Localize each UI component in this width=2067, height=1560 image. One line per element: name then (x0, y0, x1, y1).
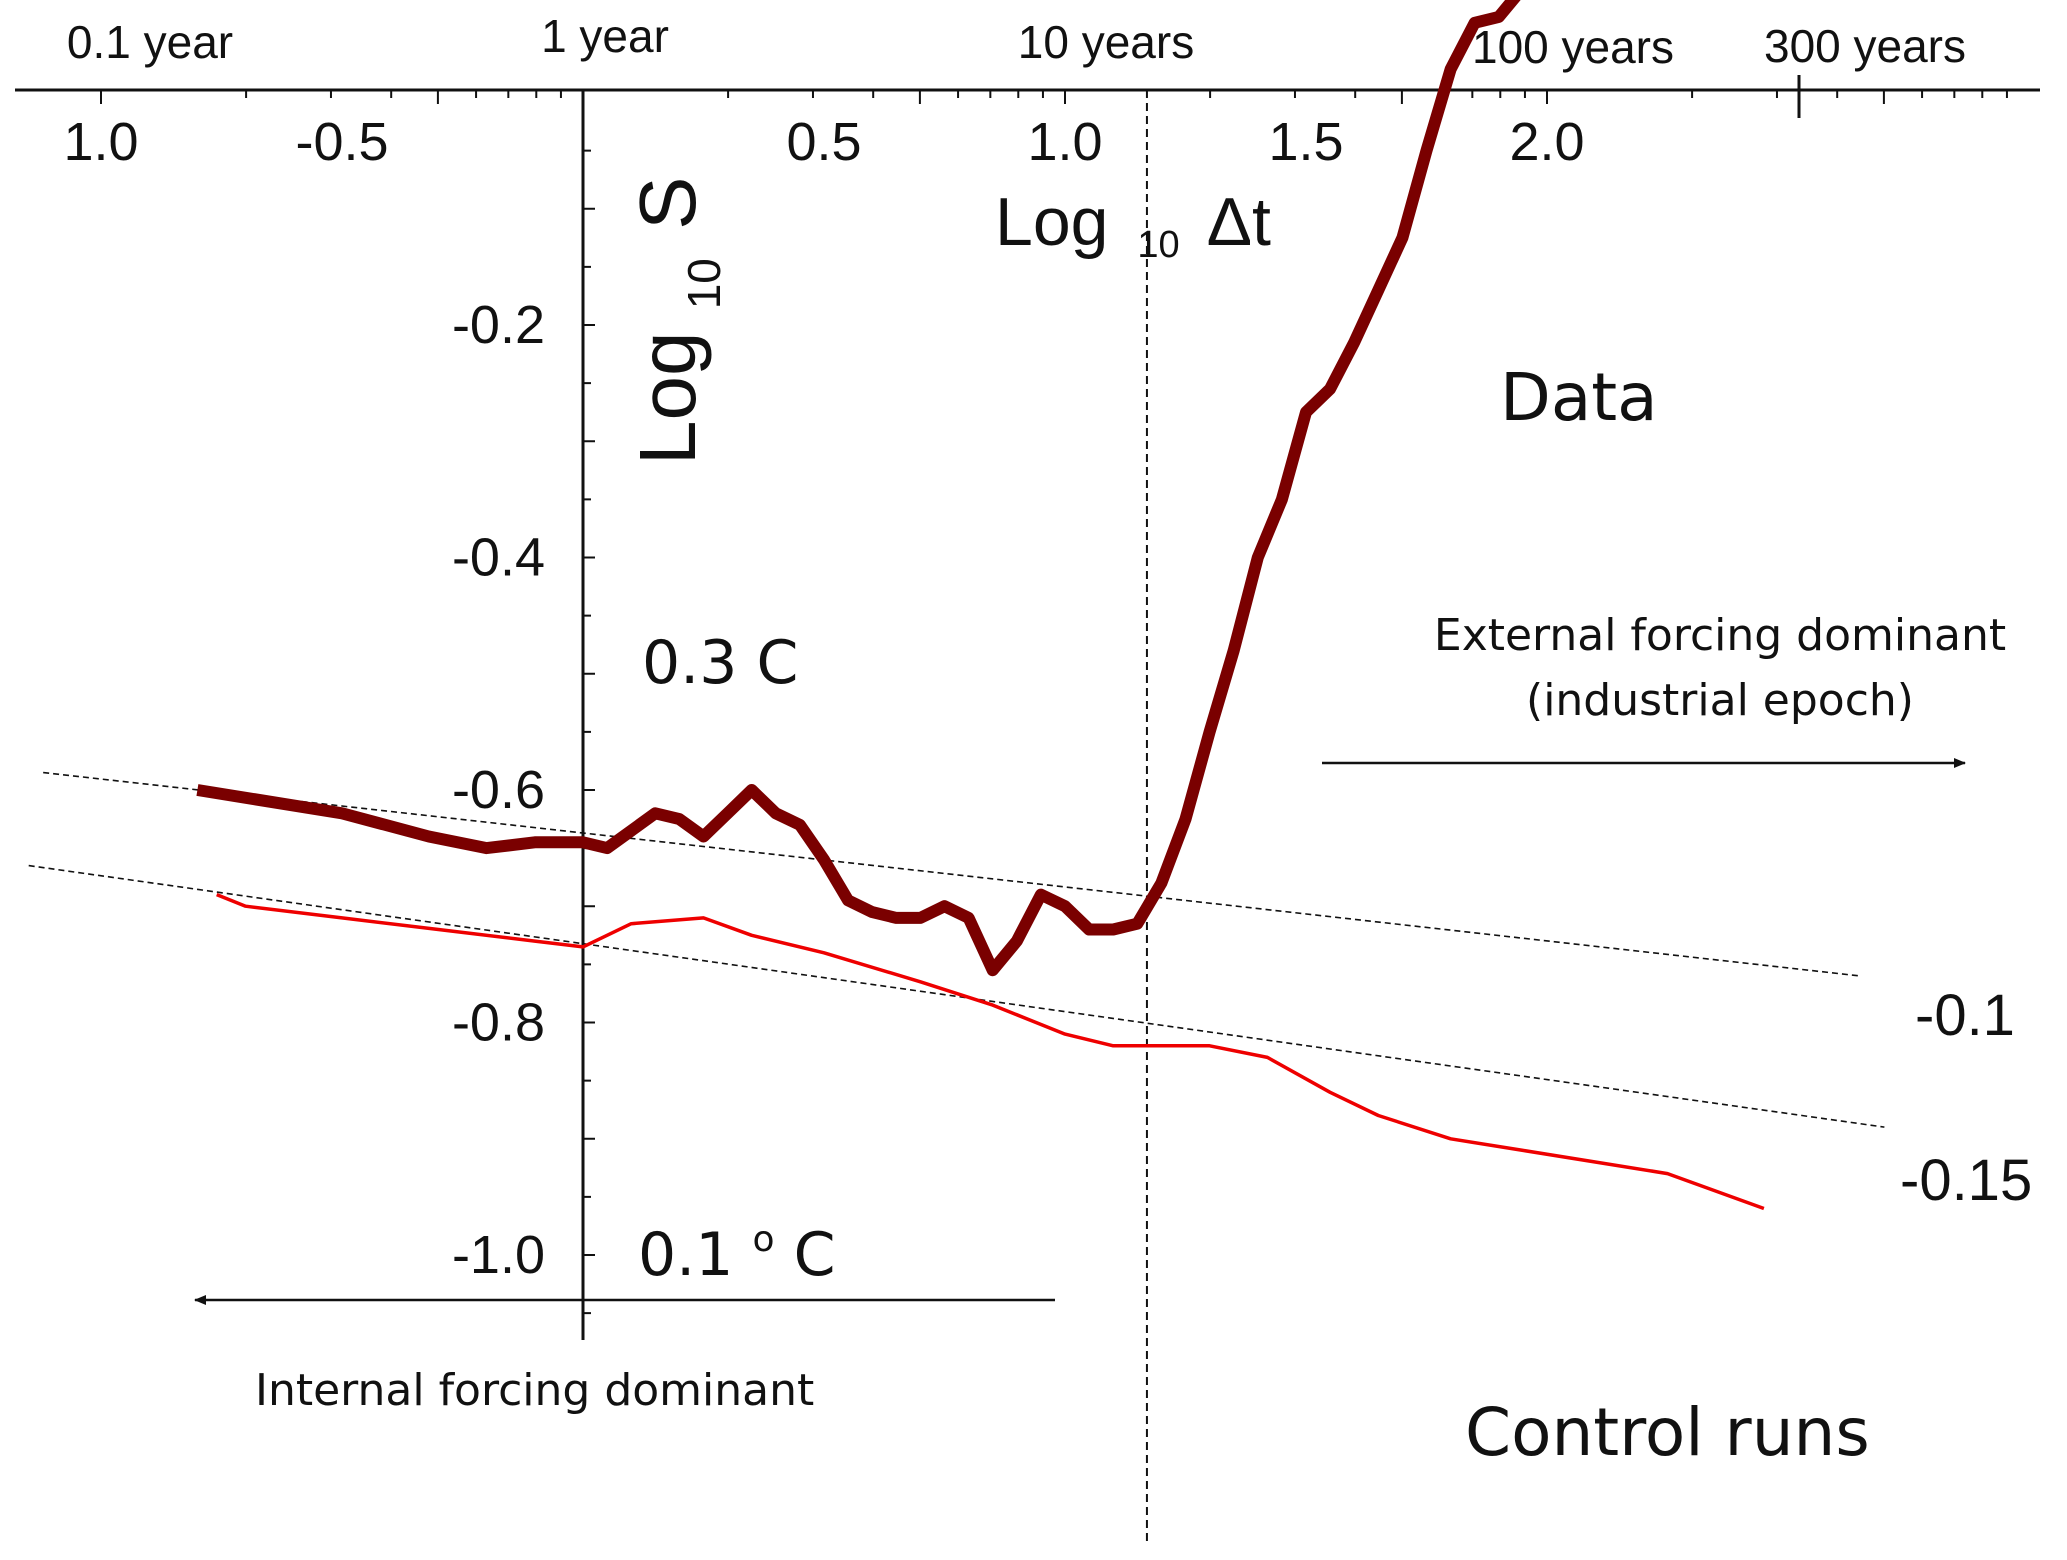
time-axis-label: 0.1 year (67, 16, 233, 68)
y-axis-title: Log 10 S (623, 177, 737, 465)
range-low-degree: o (753, 1219, 775, 1260)
time-axis-label: 100 years (1472, 21, 1674, 73)
range-low-unit: C (794, 1220, 836, 1290)
range-high-label: 0.3 C (642, 628, 798, 698)
x-axis-ticks: 1.0 -0.5 0.5 1.0 1.5 2.0 (63, 90, 2008, 172)
y-axis-title-s: S (623, 177, 712, 230)
time-axis-label: 300 years (1764, 20, 1966, 72)
y-tick-label: -0.6 (452, 760, 545, 820)
reference-line-slope-0-1 (43, 771, 1861, 977)
time-axis-label: 10 years (1018, 16, 1194, 68)
x-tick-label: 0.5 (786, 112, 861, 172)
time-axis-label: 1 year (541, 10, 669, 62)
internal-forcing-label: Internal forcing dominant (255, 1365, 814, 1416)
x-tick-label: -0.5 (295, 112, 388, 172)
y-tick-label: -0.2 (452, 295, 545, 355)
x-tick-label: 2.0 (1509, 112, 1584, 172)
range-low-value: 0.1 (638, 1220, 753, 1290)
slope-label-0-15: -0.15 (1900, 1148, 2032, 1213)
reference-line-slope-0-15 (28, 864, 1885, 1128)
data-series-label: Data (1500, 359, 1658, 436)
x-tick-label: 1.5 (1268, 112, 1343, 172)
x-axis-title: Log 10 Δt (995, 184, 1271, 272)
time-axis: 0.1 year 1 year 10 years 100 years 300 years (67, 10, 1966, 118)
y-axis-title-log: Log (623, 332, 712, 465)
y-axis-title-base: 10 (678, 258, 730, 309)
x-axis-title-delta: Δt (1207, 184, 1271, 260)
y-tick-label: -0.8 (452, 993, 545, 1053)
control-runs-label: Control runs (1465, 1394, 1870, 1471)
x-tick-label: 1.0 (1027, 112, 1102, 172)
data-series-line (196, 0, 1521, 977)
series-group (196, 0, 1765, 1211)
y-tick-label: -1.0 (452, 1225, 545, 1285)
external-forcing-sublabel: (industrial epoch) (1526, 675, 1914, 726)
slope-label-0-1: -0.1 (1915, 983, 2015, 1048)
external-forcing-label: External forcing dominant (1434, 610, 2006, 661)
x-axis-title-log: Log (995, 184, 1108, 260)
x-axis-title-base: 10 (1137, 224, 1179, 266)
range-low-label: 0.1 o C (638, 1196, 836, 1290)
reference-slope-lines (28, 771, 1885, 1128)
x-tick-label: 1.0 (63, 112, 138, 172)
y-tick-label: -0.4 (452, 528, 545, 588)
y-axis-ticks: -0.2 -0.4 -0.6 -0.8 -1.0 (452, 149, 595, 1315)
control-runs-line (216, 892, 1765, 1211)
